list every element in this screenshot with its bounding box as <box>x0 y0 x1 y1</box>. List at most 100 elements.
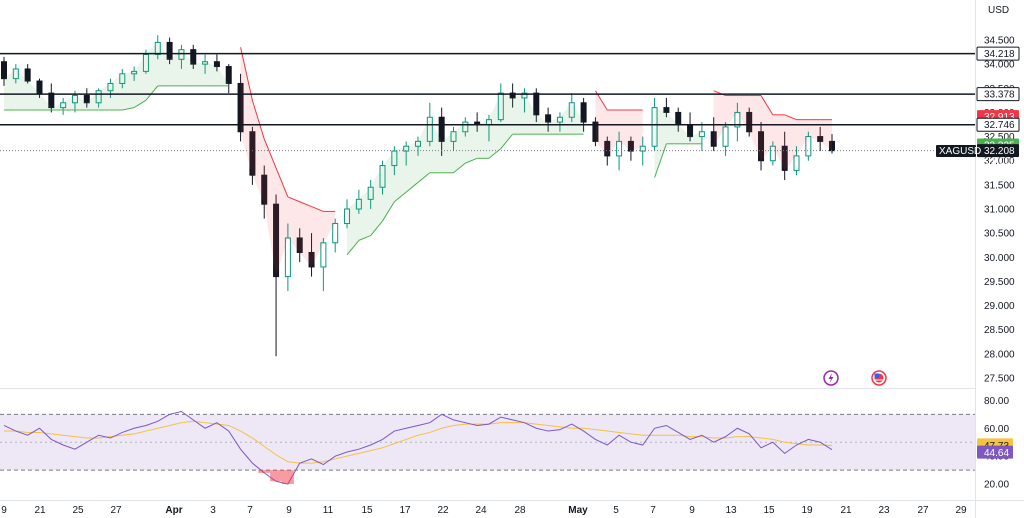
candle-body <box>24 68 31 82</box>
price-tick-label: 30.000 <box>984 253 1015 264</box>
candle-body <box>592 121 599 142</box>
supertrend-fill <box>347 199 359 255</box>
candle-body <box>178 49 185 60</box>
candle-body <box>213 61 220 68</box>
supertrend-fill <box>713 90 726 147</box>
supertrend-fill <box>571 102 584 135</box>
supertrend-line <box>145 85 159 101</box>
candle-body <box>355 198 362 210</box>
rsi-pane[interactable] <box>0 410 975 485</box>
time-tick-label: 27 <box>110 505 122 516</box>
candle-body <box>829 140 835 152</box>
price-badge-label: 32.913 <box>984 112 1015 123</box>
price-badge-label: 32.208 <box>984 146 1015 157</box>
price-pane[interactable] <box>0 35 975 357</box>
candle-body <box>462 121 469 133</box>
price-badge-label: 34.218 <box>984 49 1015 60</box>
supertrend-fill <box>772 114 785 171</box>
supertrend-fill <box>725 95 738 127</box>
price-badge <box>976 46 1020 61</box>
candle-body <box>320 242 327 268</box>
supertrend-fill <box>500 93 513 149</box>
supertrend-fill <box>524 93 537 135</box>
supertrend-fill <box>784 114 797 171</box>
supertrend-fill <box>287 196 300 253</box>
time-tick-label: 9 <box>286 505 292 516</box>
supertrend-fill <box>169 49 182 86</box>
us-flag-icon[interactable] <box>871 370 887 386</box>
supertrend-fill <box>796 119 809 156</box>
time-tick-label: 9 <box>1 505 7 516</box>
time-tick-label: 23 <box>878 505 890 516</box>
supertrend-fill <box>394 146 407 202</box>
candle-body <box>805 136 812 157</box>
supertrend-fill <box>216 66 229 86</box>
candle-body <box>758 131 765 162</box>
supertrend-line <box>311 206 324 212</box>
candle-body <box>651 107 658 147</box>
candle-body <box>273 203 280 278</box>
time-tick-label: 22 <box>437 505 449 516</box>
candle-body <box>722 126 729 147</box>
price-tick-label: 29.000 <box>984 301 1015 312</box>
candle-body <box>308 251 315 268</box>
candle-body <box>568 102 575 118</box>
supertrend-line <box>251 100 265 140</box>
rsi-ma-line <box>4 420 833 464</box>
supertrend-fill <box>311 206 324 267</box>
supertrend-fill <box>477 119 489 159</box>
supertrend-fill <box>820 119 832 151</box>
supertrend-fill <box>619 110 631 152</box>
candle-body <box>190 49 197 65</box>
candle-body <box>142 53 149 72</box>
price-badge-label: 32.746 <box>984 120 1015 131</box>
supertrend-fill <box>110 73 123 111</box>
candle-body <box>604 140 611 157</box>
candle-body <box>12 68 19 80</box>
time-tick-label: 19 <box>801 505 813 516</box>
supertrend-fill <box>429 117 442 173</box>
time-tick-label: 21 <box>34 505 46 516</box>
time-axis[interactable]: 9 21 25 27 Apr 3 7 9 11 15 17 22 24 28 May 5 7 9 13 15 19 21 2… <box>1 505 967 516</box>
candle-body <box>687 124 694 138</box>
candle-body <box>710 131 717 147</box>
candle-body <box>95 90 102 104</box>
time-tick-label: 17 <box>399 505 411 516</box>
supertrend-line <box>465 157 478 164</box>
supertrend-line <box>382 201 395 222</box>
time-tick-label: May <box>568 505 588 516</box>
time-tick-label: 3 <box>210 505 216 516</box>
supertrend-fill <box>299 201 312 267</box>
rsi-tick-label: 20.00 <box>984 480 1009 491</box>
supertrend-line <box>287 196 300 203</box>
supertrend-fill <box>418 117 430 183</box>
supertrend-fill <box>323 211 336 243</box>
supertrend-fill <box>441 131 454 173</box>
supertrend-line <box>299 201 312 208</box>
supertrend-line <box>453 162 466 174</box>
price-tick-label: 28.500 <box>984 325 1015 336</box>
lightning-icon[interactable] <box>823 370 839 386</box>
supertrend-fill <box>276 167 288 277</box>
currency-label: USD <box>988 5 1009 16</box>
candle-body <box>83 95 90 104</box>
candle-body <box>284 237 291 278</box>
rsi-value-badge <box>977 445 1013 459</box>
candle-body <box>403 145 410 152</box>
supertrend-fill <box>74 95 87 111</box>
time-tick-label: 7 <box>247 505 253 516</box>
price-tick-label: 29.500 <box>984 277 1015 288</box>
supertrend-line <box>784 114 797 121</box>
supertrend-fill <box>761 95 773 161</box>
candle-body <box>225 66 232 84</box>
candle-body <box>261 174 268 205</box>
supertrend-fill <box>630 110 643 152</box>
candle-body <box>509 92 516 99</box>
candle-body <box>769 145 776 162</box>
candle-body <box>793 155 800 171</box>
candle-body <box>450 131 457 142</box>
candle-body <box>415 140 421 147</box>
